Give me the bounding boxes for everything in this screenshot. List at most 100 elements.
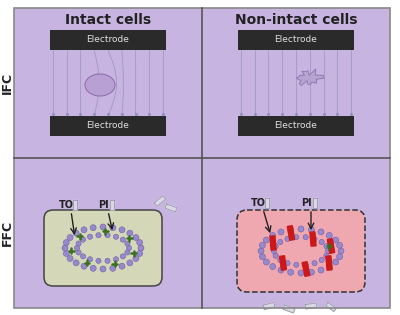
Bar xyxy=(14,8,202,158)
Polygon shape xyxy=(310,232,316,246)
Ellipse shape xyxy=(110,225,116,231)
Text: Electrode: Electrode xyxy=(274,122,318,130)
Ellipse shape xyxy=(125,250,130,255)
Ellipse shape xyxy=(271,249,277,254)
Ellipse shape xyxy=(100,224,106,230)
Ellipse shape xyxy=(259,242,265,248)
Bar xyxy=(238,116,354,136)
Ellipse shape xyxy=(96,258,101,263)
Polygon shape xyxy=(73,200,77,210)
Ellipse shape xyxy=(137,240,143,246)
Ellipse shape xyxy=(76,241,81,246)
Polygon shape xyxy=(296,69,324,86)
Ellipse shape xyxy=(326,249,331,254)
Ellipse shape xyxy=(100,266,106,272)
FancyBboxPatch shape xyxy=(237,210,365,292)
Ellipse shape xyxy=(278,257,283,263)
Polygon shape xyxy=(263,302,275,310)
Ellipse shape xyxy=(333,259,339,265)
Ellipse shape xyxy=(288,269,294,275)
Ellipse shape xyxy=(303,235,308,240)
Ellipse shape xyxy=(263,237,269,243)
Ellipse shape xyxy=(119,263,125,269)
Ellipse shape xyxy=(318,267,324,273)
Text: Electrode: Electrode xyxy=(86,36,130,44)
Ellipse shape xyxy=(67,234,73,240)
Ellipse shape xyxy=(294,235,299,240)
Ellipse shape xyxy=(294,262,299,267)
Ellipse shape xyxy=(87,257,92,262)
Ellipse shape xyxy=(337,254,343,260)
Polygon shape xyxy=(313,198,317,208)
Polygon shape xyxy=(326,256,332,270)
Polygon shape xyxy=(305,303,317,309)
Ellipse shape xyxy=(73,230,79,236)
Ellipse shape xyxy=(105,258,110,263)
Bar xyxy=(50,30,166,50)
Ellipse shape xyxy=(324,253,329,258)
Ellipse shape xyxy=(62,245,68,251)
Polygon shape xyxy=(265,198,269,208)
Bar xyxy=(238,30,354,50)
Ellipse shape xyxy=(74,245,80,251)
Bar xyxy=(14,158,202,308)
FancyBboxPatch shape xyxy=(44,210,162,286)
Ellipse shape xyxy=(298,270,304,276)
Ellipse shape xyxy=(81,227,87,233)
Ellipse shape xyxy=(80,254,86,259)
Text: IFC: IFC xyxy=(0,72,14,94)
Ellipse shape xyxy=(338,248,344,254)
Ellipse shape xyxy=(285,236,290,242)
Ellipse shape xyxy=(319,257,324,263)
Ellipse shape xyxy=(318,229,324,235)
Ellipse shape xyxy=(105,232,110,238)
Ellipse shape xyxy=(337,242,343,248)
Ellipse shape xyxy=(133,255,139,261)
Ellipse shape xyxy=(308,227,314,233)
Polygon shape xyxy=(283,305,295,313)
Ellipse shape xyxy=(119,227,125,233)
Ellipse shape xyxy=(76,250,81,255)
Ellipse shape xyxy=(90,265,96,271)
Polygon shape xyxy=(302,262,310,276)
Polygon shape xyxy=(280,256,286,270)
Polygon shape xyxy=(154,196,166,206)
Ellipse shape xyxy=(110,265,116,271)
Text: Non-intact cells: Non-intact cells xyxy=(235,13,357,27)
Ellipse shape xyxy=(263,259,269,265)
Polygon shape xyxy=(165,204,177,212)
Ellipse shape xyxy=(67,255,73,261)
Ellipse shape xyxy=(125,241,130,246)
Ellipse shape xyxy=(326,264,332,270)
Ellipse shape xyxy=(80,237,86,242)
Ellipse shape xyxy=(303,262,308,267)
Ellipse shape xyxy=(63,250,69,256)
Text: PI: PI xyxy=(98,200,108,210)
Ellipse shape xyxy=(285,261,290,266)
Ellipse shape xyxy=(258,248,264,254)
Text: FFC: FFC xyxy=(0,220,14,246)
Ellipse shape xyxy=(259,254,265,260)
Ellipse shape xyxy=(278,239,283,245)
Ellipse shape xyxy=(270,264,276,270)
Text: Intact cells: Intact cells xyxy=(65,13,151,27)
Ellipse shape xyxy=(127,230,133,236)
Ellipse shape xyxy=(326,232,332,238)
Ellipse shape xyxy=(73,260,79,266)
Ellipse shape xyxy=(324,243,329,249)
Text: TO: TO xyxy=(250,198,266,208)
Ellipse shape xyxy=(133,234,139,240)
Ellipse shape xyxy=(312,261,317,266)
Text: Electrode: Electrode xyxy=(86,122,130,130)
Ellipse shape xyxy=(63,240,69,246)
Ellipse shape xyxy=(90,225,96,231)
Bar xyxy=(202,8,390,158)
Ellipse shape xyxy=(114,257,118,262)
Ellipse shape xyxy=(87,234,92,239)
Ellipse shape xyxy=(308,269,314,275)
Polygon shape xyxy=(270,236,276,250)
Text: TO: TO xyxy=(58,200,74,210)
Ellipse shape xyxy=(114,234,118,239)
Ellipse shape xyxy=(298,226,304,232)
Ellipse shape xyxy=(273,243,278,249)
